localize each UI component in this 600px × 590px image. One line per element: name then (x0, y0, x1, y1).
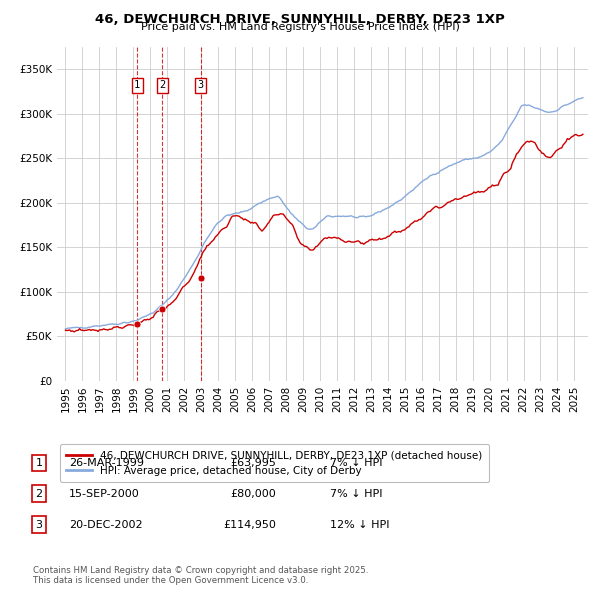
Text: 12% ↓ HPI: 12% ↓ HPI (330, 520, 389, 529)
Text: 20-DEC-2002: 20-DEC-2002 (69, 520, 143, 529)
Text: 15-SEP-2000: 15-SEP-2000 (69, 489, 140, 499)
Text: 2: 2 (159, 80, 166, 90)
Text: £114,950: £114,950 (223, 520, 276, 529)
Legend: 46, DEWCHURCH DRIVE, SUNNYHILL, DERBY, DE23 1XP (detached house), HPI: Average p: 46, DEWCHURCH DRIVE, SUNNYHILL, DERBY, D… (59, 444, 488, 482)
Text: 46, DEWCHURCH DRIVE, SUNNYHILL, DERBY, DE23 1XP: 46, DEWCHURCH DRIVE, SUNNYHILL, DERBY, D… (95, 13, 505, 26)
Text: 7% ↓ HPI: 7% ↓ HPI (330, 489, 383, 499)
Text: 26-MAR-1999: 26-MAR-1999 (69, 458, 144, 468)
Text: 3: 3 (197, 80, 204, 90)
Text: £63,995: £63,995 (230, 458, 276, 468)
Text: £80,000: £80,000 (230, 489, 276, 499)
Text: Price paid vs. HM Land Registry's House Price Index (HPI): Price paid vs. HM Land Registry's House … (140, 22, 460, 32)
Text: Contains HM Land Registry data © Crown copyright and database right 2025.
This d: Contains HM Land Registry data © Crown c… (33, 566, 368, 585)
Text: 3: 3 (35, 520, 43, 529)
Text: 7% ↓ HPI: 7% ↓ HPI (330, 458, 383, 468)
Text: 1: 1 (35, 458, 43, 468)
Text: 2: 2 (35, 489, 43, 499)
Text: 1: 1 (134, 80, 140, 90)
